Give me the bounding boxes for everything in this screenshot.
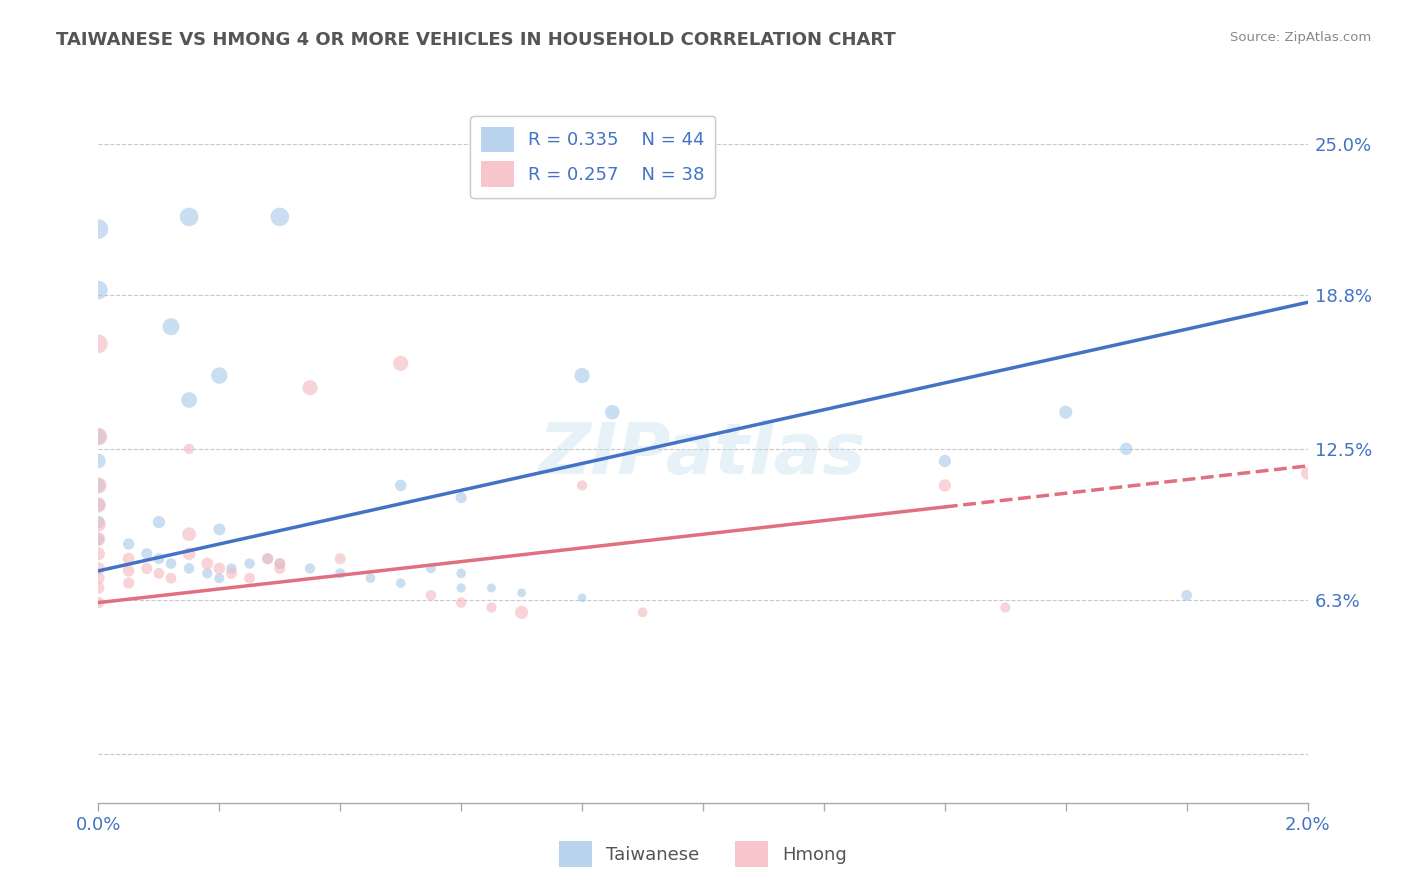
Point — [87, 532, 110, 546]
Point — [631, 606, 654, 620]
Point — [87, 478, 110, 492]
Point — [160, 319, 183, 334]
Point — [571, 368, 593, 383]
Point — [389, 576, 412, 591]
Point — [160, 557, 183, 571]
Point — [1296, 467, 1319, 481]
Point — [329, 566, 352, 581]
Point — [160, 571, 183, 585]
Point — [481, 600, 503, 615]
Point — [269, 210, 291, 224]
Point — [420, 588, 443, 602]
Legend: R = 0.335    N = 44, R = 0.257    N = 38: R = 0.335 N = 44, R = 0.257 N = 38 — [470, 116, 716, 198]
Point — [329, 551, 352, 566]
Point — [450, 566, 472, 581]
Point — [256, 551, 278, 566]
Point — [179, 547, 201, 561]
Point — [269, 561, 291, 575]
Point — [87, 517, 110, 532]
Point — [87, 478, 110, 492]
Point — [221, 561, 243, 575]
Point — [179, 210, 201, 224]
Point — [510, 586, 533, 600]
Point — [195, 566, 218, 581]
Point — [118, 537, 141, 551]
Point — [269, 557, 291, 571]
Point — [994, 600, 1017, 615]
Point — [389, 356, 412, 370]
Point — [118, 551, 141, 566]
Point — [208, 368, 231, 383]
Point — [179, 442, 201, 456]
Point — [87, 547, 110, 561]
Point — [87, 515, 110, 529]
Point — [299, 381, 322, 395]
Point — [571, 478, 593, 492]
Point — [1054, 405, 1077, 419]
Text: Source: ZipAtlas.com: Source: ZipAtlas.com — [1230, 31, 1371, 45]
Point — [87, 222, 110, 236]
Point — [602, 405, 624, 419]
Point — [87, 596, 110, 610]
Point — [221, 566, 243, 581]
Point — [179, 527, 201, 541]
Point — [87, 498, 110, 512]
Point — [87, 498, 110, 512]
Point — [510, 606, 533, 620]
Point — [87, 532, 110, 546]
Point — [450, 596, 472, 610]
Point — [450, 491, 472, 505]
Point — [256, 551, 278, 566]
Point — [420, 561, 443, 575]
Point — [118, 576, 141, 591]
Point — [87, 336, 110, 351]
Point — [135, 561, 157, 575]
Text: ZIPatlas: ZIPatlas — [540, 420, 866, 490]
Point — [87, 429, 110, 443]
Point — [1115, 442, 1137, 456]
Point — [148, 515, 170, 529]
Point — [148, 551, 170, 566]
Point — [87, 283, 110, 297]
Point — [934, 478, 956, 492]
Point — [87, 571, 110, 585]
Point — [179, 561, 201, 575]
Point — [450, 581, 472, 595]
Text: TAIWANESE VS HMONG 4 OR MORE VEHICLES IN HOUSEHOLD CORRELATION CHART: TAIWANESE VS HMONG 4 OR MORE VEHICLES IN… — [56, 31, 896, 49]
Point — [1175, 588, 1198, 602]
Point — [208, 522, 231, 536]
Point — [87, 561, 110, 575]
Point — [269, 557, 291, 571]
Point — [299, 561, 322, 575]
Point — [87, 581, 110, 595]
Point — [148, 566, 170, 581]
Point — [179, 392, 201, 407]
Point — [208, 561, 231, 575]
Point — [239, 571, 262, 585]
Point — [571, 591, 593, 605]
Point — [118, 564, 141, 578]
Point — [239, 557, 262, 571]
Point — [389, 478, 412, 492]
Point — [195, 557, 218, 571]
Point — [360, 571, 382, 585]
Point — [87, 429, 110, 443]
Legend: Taiwanese, Hmong: Taiwanese, Hmong — [551, 834, 855, 874]
Point — [208, 571, 231, 585]
Point — [135, 547, 157, 561]
Point — [87, 454, 110, 468]
Point — [481, 581, 503, 595]
Point — [934, 454, 956, 468]
